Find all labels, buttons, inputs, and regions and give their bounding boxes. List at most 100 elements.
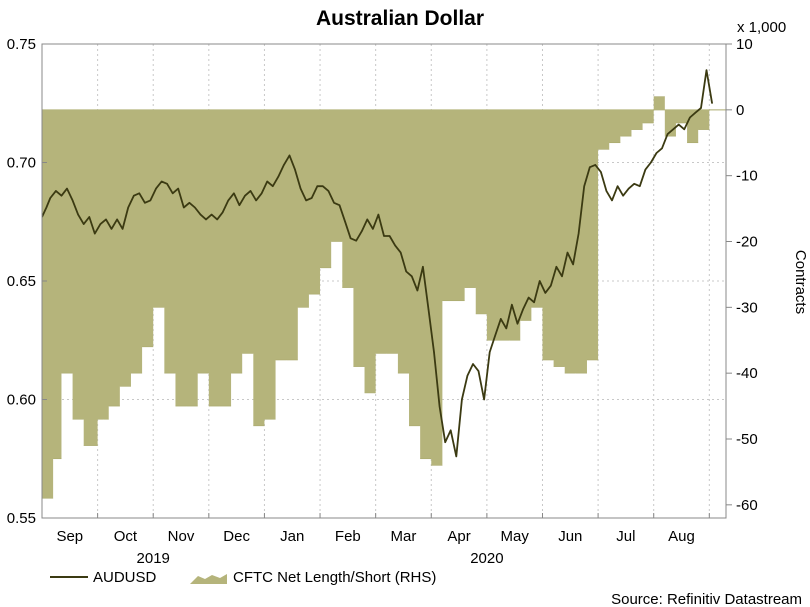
year-label: 2020 xyxy=(470,550,503,567)
audusd-point xyxy=(433,351,435,353)
left-tick-label: 0.65 xyxy=(7,273,36,290)
audusd-point xyxy=(94,233,96,235)
audusd-point xyxy=(110,228,113,230)
audusd-point xyxy=(578,233,580,235)
audusd-point xyxy=(372,228,374,230)
audusd-point xyxy=(644,169,646,171)
audusd-point xyxy=(272,185,274,187)
source-note: Source: Refinitiv Datastream xyxy=(611,591,802,607)
cftc-area xyxy=(42,96,726,499)
audusd-point xyxy=(600,171,602,173)
audusd-point xyxy=(561,275,563,277)
audusd-point xyxy=(305,199,307,202)
audusd-point xyxy=(211,214,213,216)
audusd-point xyxy=(700,107,702,109)
audusd-point xyxy=(327,190,329,192)
audusd-point xyxy=(238,204,241,206)
audusd-point xyxy=(511,304,513,306)
left-tick-label: 0.55 xyxy=(7,510,36,527)
month-label: May xyxy=(501,528,530,545)
audusd-point xyxy=(294,169,296,171)
audusd-point xyxy=(422,266,424,268)
audusd-point xyxy=(416,289,418,292)
audusd-point xyxy=(133,195,135,197)
left-tick-label: 0.60 xyxy=(7,392,36,409)
audusd-point xyxy=(138,192,140,194)
audusd-point xyxy=(277,176,279,178)
audusd-point xyxy=(605,190,608,192)
audusd-point xyxy=(205,218,207,220)
left-tick-label: 0.75 xyxy=(7,36,36,53)
audusd-point xyxy=(661,147,663,149)
right-axis-label: Contracts xyxy=(792,250,809,314)
audusd-point xyxy=(639,185,641,187)
legend-cftc-label: CFTC Net Length/Short (RHS) xyxy=(233,569,436,586)
audusd-point xyxy=(672,128,674,130)
audusd-point xyxy=(288,154,291,156)
audusd-point xyxy=(616,185,619,187)
audusd-point xyxy=(394,244,396,247)
audusd-point xyxy=(311,197,313,199)
left-tick-label: 0.70 xyxy=(7,155,36,172)
month-label: Dec xyxy=(223,528,250,545)
audusd-series xyxy=(42,69,713,458)
audusd-point xyxy=(483,398,485,401)
audusd-point xyxy=(194,206,196,209)
audusd-point xyxy=(49,197,51,199)
audusd-point xyxy=(344,221,346,223)
audusd-point xyxy=(539,280,541,282)
audusd-point xyxy=(283,164,285,166)
audusd-point xyxy=(516,323,519,325)
audusd-point xyxy=(472,363,474,365)
audusd-point xyxy=(622,195,624,197)
audusd-point xyxy=(583,185,585,187)
month-label: Oct xyxy=(114,528,138,545)
audusd-point xyxy=(71,199,74,202)
audusd-point xyxy=(400,251,402,254)
right-tick-label: 0 xyxy=(736,102,744,119)
audusd-point xyxy=(322,185,324,187)
audusd-point xyxy=(439,406,441,408)
right-axis: -60 -50 -40 -30 -20 -10 0 10 xyxy=(726,36,758,514)
audusd-point xyxy=(55,190,57,192)
audusd-point xyxy=(450,429,452,431)
audusd-point xyxy=(166,183,168,185)
right-axis-scale-note: x 1,000 xyxy=(737,19,786,36)
audusd-point xyxy=(45,206,48,209)
audusd-point xyxy=(244,195,246,197)
right-tick-label: -30 xyxy=(736,299,758,316)
year-label: 2019 xyxy=(137,550,170,567)
audusd-point xyxy=(705,69,708,71)
audusd-point xyxy=(683,128,685,130)
audusd-point xyxy=(527,296,530,299)
audusd-point xyxy=(522,308,524,311)
audusd-point xyxy=(628,187,630,190)
audusd-point xyxy=(333,202,335,204)
audusd-point xyxy=(411,275,413,277)
month-label: Mar xyxy=(391,528,417,545)
month-label: Jul xyxy=(616,528,635,545)
audusd-point xyxy=(266,180,268,183)
audusd-point xyxy=(366,218,368,220)
right-tick-label: -50 xyxy=(736,431,758,448)
audusd-point xyxy=(105,218,107,220)
audusd-point xyxy=(694,112,697,114)
audusd-point xyxy=(611,199,613,202)
right-tick-label: -60 xyxy=(736,497,758,514)
right-tick-label: -10 xyxy=(736,168,758,185)
audusd-point xyxy=(383,235,385,237)
audusd-point xyxy=(361,230,363,232)
cftc-series xyxy=(42,96,726,499)
audusd-point xyxy=(261,192,263,194)
audusd-point xyxy=(149,199,152,202)
audusd-point xyxy=(455,455,457,457)
audusd-point xyxy=(60,195,63,197)
audusd-point xyxy=(338,204,341,206)
audusd-point xyxy=(444,441,446,443)
audusd-point xyxy=(500,318,502,320)
audusd-point xyxy=(589,166,591,168)
audusd-point xyxy=(405,270,407,273)
audusd-point xyxy=(533,301,535,303)
audusd-point xyxy=(155,187,157,190)
